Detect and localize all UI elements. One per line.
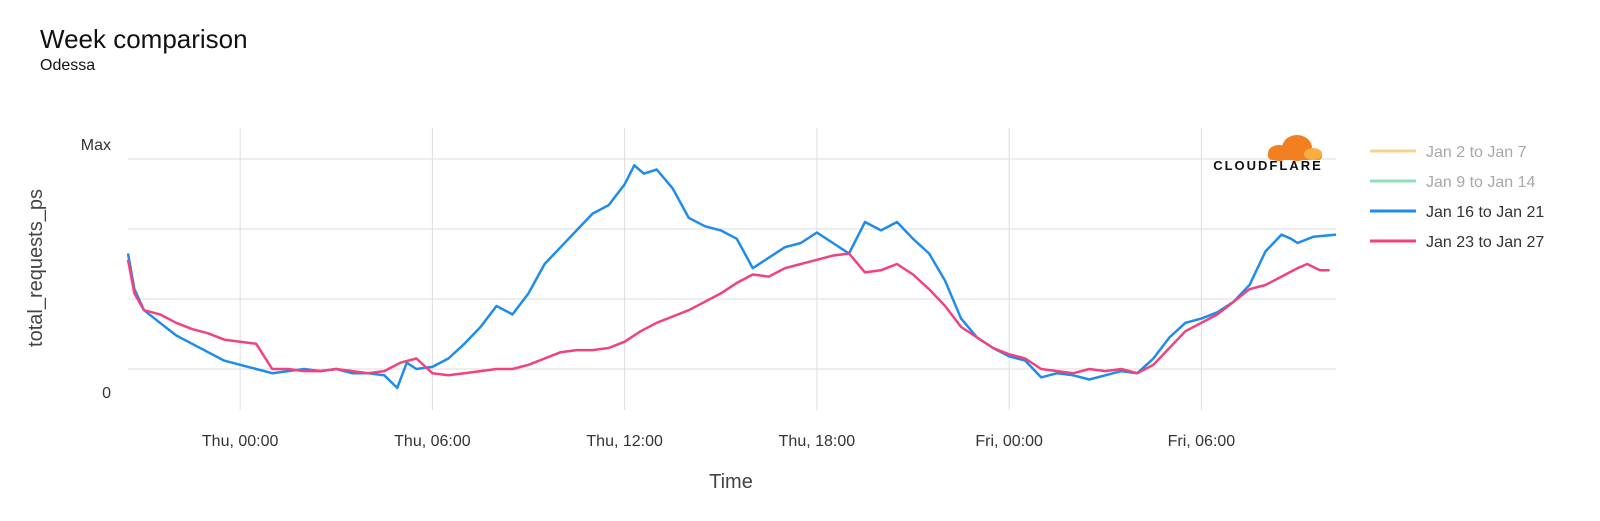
logo-text: CLOUDFLARE xyxy=(1213,158,1323,173)
x-tick-label: Thu, 00:00 xyxy=(202,433,279,450)
legend-item-label: Jan 16 to Jan 21 xyxy=(1426,204,1544,221)
series-lines xyxy=(126,164,1337,390)
x-tick-label: Thu, 18:00 xyxy=(779,433,856,450)
legend-item-label: Jan 23 to Jan 27 xyxy=(1426,234,1544,251)
x-axis-label: Time xyxy=(709,471,753,493)
grid-lines xyxy=(128,128,1336,410)
legend-item-label: Jan 2 to Jan 7 xyxy=(1426,144,1527,161)
y-tick-label: 0 xyxy=(102,385,111,402)
y-tick-label: Max xyxy=(81,137,111,154)
cloudflare-logo: CLOUDFLARE xyxy=(1213,135,1323,173)
y-axis-label: total_requests_ps xyxy=(25,189,47,347)
x-tick-label: Thu, 12:00 xyxy=(586,433,663,450)
x-tick-label: Thu, 06:00 xyxy=(394,433,471,450)
chart-title: Week comparison xyxy=(40,24,248,54)
x-tick-label: Fri, 00:00 xyxy=(975,433,1043,450)
cloud-icon xyxy=(1268,135,1322,161)
axis-ticks: Thu, 00:00 Thu, 06:00 Thu, 12:00 Thu, 18:00… xyxy=(81,137,1236,450)
series-line xyxy=(126,252,1330,377)
series-line xyxy=(126,164,1337,390)
legend-item-label: Jan 9 to Jan 14 xyxy=(1426,174,1536,191)
chart-subtitle: Odessa xyxy=(40,57,96,74)
x-tick-label: Fri, 06:00 xyxy=(1168,433,1236,450)
legend: Jan 2 to Jan 7 Jan 9 to Jan 14 Jan 16 to J… xyxy=(1370,144,1544,251)
